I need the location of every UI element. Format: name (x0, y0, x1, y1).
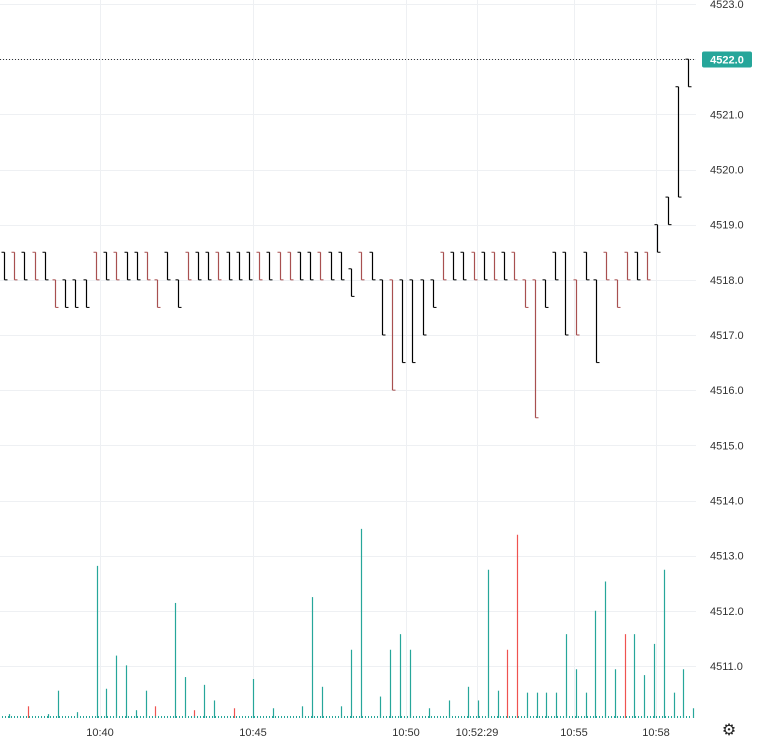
price-tick-label: 4512.0 (710, 606, 744, 618)
time-tick-label: 10:52:29 (456, 727, 499, 739)
price-axis[interactable]: 4511.0 4512.0 4513.0 4514.0 4515.0 4516.0 4517… (710, 0, 744, 673)
price-bars (1, 58, 692, 419)
price-tick-label: 4514.0 (710, 496, 744, 508)
price-tick-label: 4521.0 (710, 109, 744, 121)
price-tick-label: 4515.0 (710, 440, 744, 452)
price-tick-label: 4513.0 (710, 551, 744, 563)
grid-lines (0, 0, 696, 719)
price-tick-label: 4511.0 (710, 661, 743, 673)
price-tick-label: 4518.0 (710, 275, 744, 287)
price-tick-label: 4517.0 (710, 330, 744, 342)
last-price-tag-box (702, 51, 752, 68)
price-tick-label: 4519.0 (710, 220, 744, 232)
last-price-tag: 4522.0 (702, 51, 752, 68)
last-price-label: 4522.0 (710, 55, 744, 67)
volume-histogram (2, 528, 695, 718)
time-tick-label: 10:45 (239, 727, 267, 739)
time-tick-label: 10:40 (86, 727, 114, 739)
price-tick-label: 4523.0 (710, 0, 744, 11)
price-tick-label: 4520.0 (710, 165, 744, 177)
time-tick-label: 10:50 (392, 727, 420, 739)
time-tick-label: 10:58 (642, 727, 670, 739)
price-tick-label: 4516.0 (710, 385, 744, 397)
gear-icon[interactable]: ⚙ (721, 722, 737, 739)
time-axis[interactable]: 10:40 10:45 10:50 10:52:29 10:55 10:58 (86, 727, 670, 739)
time-tick-label: 10:55 (560, 727, 588, 739)
